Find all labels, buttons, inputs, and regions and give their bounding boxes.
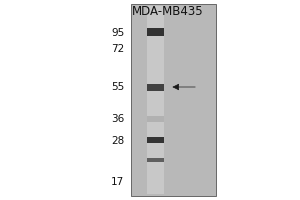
Text: 28: 28	[111, 136, 124, 146]
Text: 17: 17	[111, 177, 124, 187]
Text: 55: 55	[111, 82, 124, 92]
Text: 95: 95	[111, 28, 124, 38]
Text: 36: 36	[111, 114, 124, 124]
Bar	[147, 158, 164, 162]
Bar	[130, 4, 216, 196]
Bar	[147, 84, 164, 90]
Bar	[147, 6, 164, 194]
Text: MDA-MB435: MDA-MB435	[132, 5, 204, 18]
Bar	[147, 116, 164, 122]
Bar	[147, 137, 164, 143]
Bar	[147, 28, 164, 36]
Text: 72: 72	[111, 44, 124, 54]
